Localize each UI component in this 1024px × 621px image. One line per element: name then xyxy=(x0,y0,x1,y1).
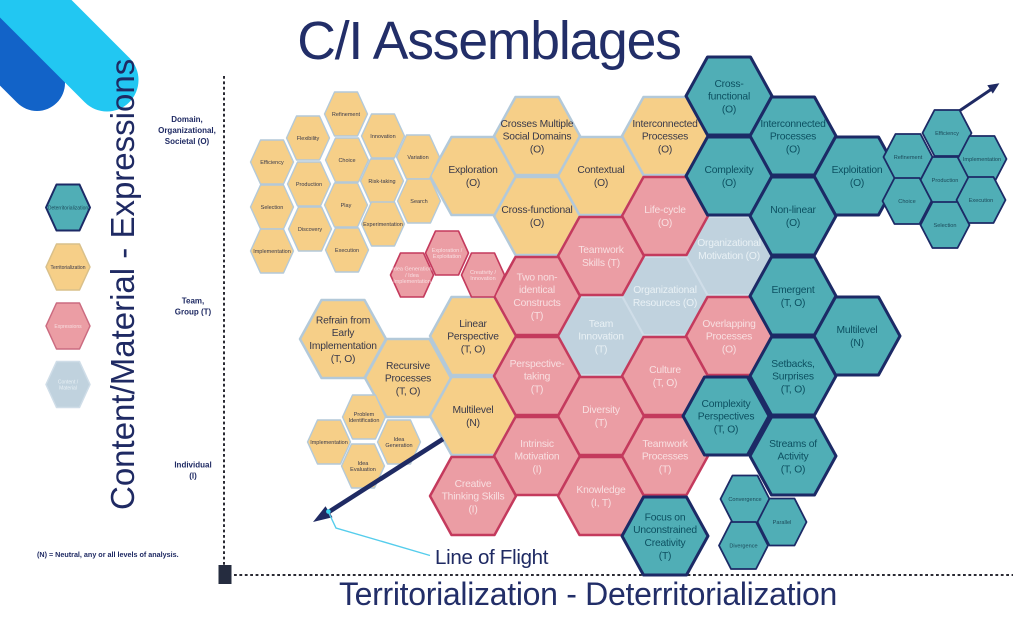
svg-text:Content/Material - Expressions: Content/Material - Expressions xyxy=(104,59,141,510)
svg-text:Divergence: Divergence xyxy=(729,543,757,549)
svg-text:Setbacks,Surprises(T, O): Setbacks, Surprises (T, O) xyxy=(771,359,814,396)
svg-text:C/I Assemblages: C/I Assemblages xyxy=(297,12,680,71)
svg-text:Cross-functional(O): Cross-functional (O) xyxy=(708,79,750,116)
svg-text:Perspective-taking(T): Perspective-taking (T) xyxy=(510,359,565,396)
svg-text:Production: Production xyxy=(932,178,959,184)
svg-text:Variation: Variation xyxy=(407,155,428,161)
svg-text:Complexity(O): Complexity (O) xyxy=(705,165,755,189)
svg-text:Exploration /Exploitation: Exploration / Exploitation xyxy=(432,248,463,260)
svg-text:Efficiency: Efficiency xyxy=(260,160,284,166)
svg-text:Implementation: Implementation xyxy=(310,440,348,446)
svg-text:Refinement: Refinement xyxy=(332,112,361,118)
svg-text:Innovation: Innovation xyxy=(370,134,395,140)
svg-text:Line of Flight: Line of Flight xyxy=(435,546,549,569)
svg-text:Territorialization - Deterrito: Territorialization - Deterritorializatio… xyxy=(339,576,837,612)
svg-text:Experimentation: Experimentation xyxy=(363,222,403,228)
svg-text:Implementation: Implementation xyxy=(253,249,291,255)
svg-text:Play: Play xyxy=(341,203,352,209)
svg-text:Implementation: Implementation xyxy=(963,157,1001,163)
svg-text:Knowledge(I, T): Knowledge (I, T) xyxy=(576,485,626,509)
svg-text:Territorialization: Territorialization xyxy=(50,265,85,271)
svg-text:Culture(T, O): Culture (T, O) xyxy=(649,365,681,389)
svg-text:Flexibility: Flexibility xyxy=(297,136,320,142)
svg-text:Creativity /Innovation: Creativity / Innovation xyxy=(470,270,496,282)
svg-text:Selection: Selection xyxy=(261,205,284,211)
svg-text:Non-linear(O): Non-linear (O) xyxy=(770,205,816,229)
svg-text:Team,Group (T): Team, Group (T) xyxy=(175,296,212,316)
svg-text:Exploitation(O): Exploitation (O) xyxy=(832,165,883,189)
svg-text:Selection: Selection xyxy=(933,223,956,229)
svg-text:Multilevel(N): Multilevel (N) xyxy=(837,325,878,349)
svg-text:(N) = Neutral, any or all leve: (N) = Neutral, any or all levels of anal… xyxy=(37,550,179,559)
svg-text:Convergence: Convergence xyxy=(728,497,761,503)
svg-text:Refinement: Refinement xyxy=(894,155,923,161)
svg-text:Contextual(O): Contextual (O) xyxy=(577,165,624,189)
svg-text:Diversity(T): Diversity (T) xyxy=(582,405,621,429)
svg-text:Cross-functional(O): Cross-functional (O) xyxy=(501,205,572,229)
svg-text:Choice: Choice xyxy=(338,158,355,164)
svg-text:Deterritorialization: Deterritorialization xyxy=(48,205,89,211)
svg-text:Risk-taking: Risk-taking xyxy=(368,179,395,185)
svg-text:Content /Material: Content / Material xyxy=(58,379,79,391)
svg-text:Emergent(T, O): Emergent (T, O) xyxy=(771,285,814,309)
svg-text:Individual(I): Individual (I) xyxy=(174,460,211,480)
svg-text:Life-cycle(O): Life-cycle (O) xyxy=(644,205,686,229)
svg-text:Execution: Execution xyxy=(969,198,994,204)
svg-text:Domain,Organizational,Societal: Domain, Organizational, Societal (O) xyxy=(158,115,216,146)
svg-text:Search: Search xyxy=(410,199,427,205)
svg-text:Production: Production xyxy=(296,182,322,188)
svg-text:Efficiency: Efficiency xyxy=(935,131,959,137)
svg-text:Parallel: Parallel xyxy=(773,520,792,526)
svg-text:Expressions: Expressions xyxy=(54,324,82,330)
svg-text:Execution: Execution xyxy=(335,248,359,254)
svg-text:Multilevel(N): Multilevel (N) xyxy=(453,405,494,429)
svg-text:Discovery: Discovery xyxy=(298,227,322,233)
svg-text:Exploration(O): Exploration (O) xyxy=(448,165,498,189)
svg-text:Choice: Choice xyxy=(898,199,915,205)
